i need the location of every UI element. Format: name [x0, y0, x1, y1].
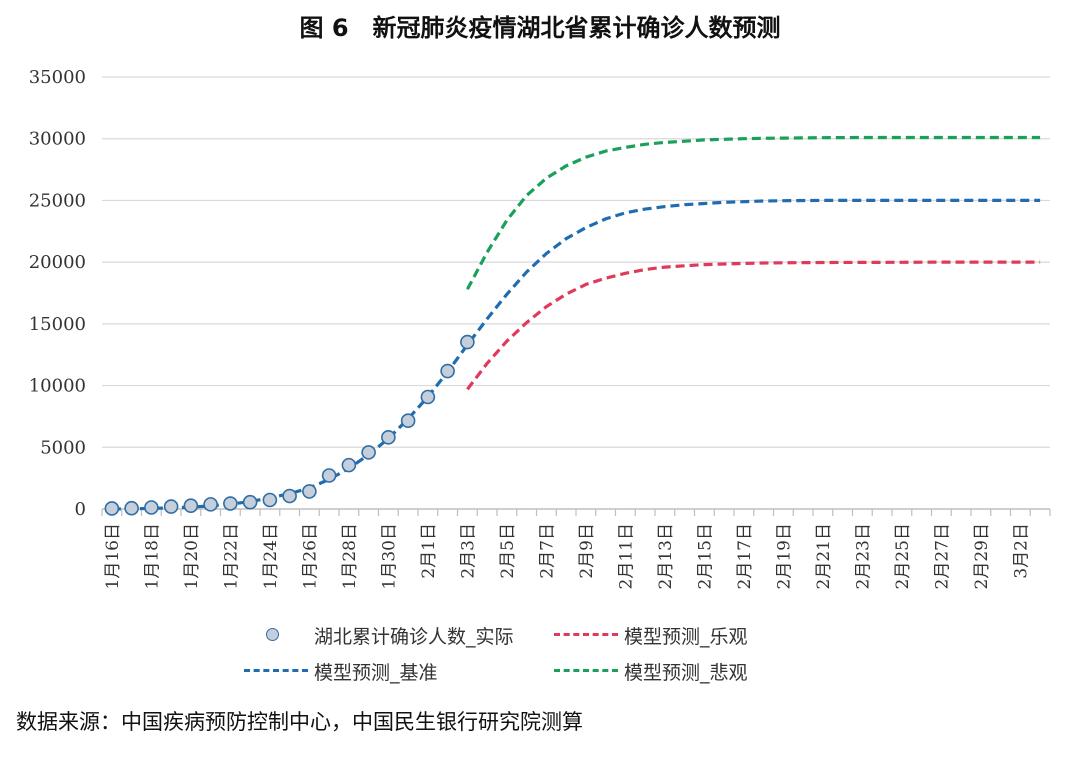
chart-plot: 0 5000 10000 15000 20000 25000 30000 35000 1月16… [29, 67, 1051, 589]
y-tick-label: 0 [75, 499, 86, 520]
series-line-3 [465, 135, 1041, 291]
legend-item-actual: 湖北累计确诊人数_实际 [240, 618, 514, 652]
x-tick-label: 2月21日 [814, 523, 834, 589]
x-tick-label: 1月18日 [142, 523, 162, 589]
series-line-1 [466, 260, 1041, 391]
y-tick-label: 25000 [29, 190, 86, 211]
data-point [420, 389, 436, 405]
x-tick-label: 2月19日 [774, 523, 794, 589]
legend-label-optimistic: 模型预测_乐观 [624, 625, 748, 648]
y-tick-label: 10000 [29, 376, 86, 397]
data-point [242, 494, 258, 510]
x-tick-label: 2月9日 [577, 523, 597, 579]
data-point [341, 457, 357, 473]
data-point [144, 500, 159, 515]
data-point [183, 498, 199, 513]
data-point [440, 363, 455, 379]
x-tick-label: 2月17日 [735, 523, 755, 589]
y-axis: 0 5000 10000 15000 20000 25000 30000 35000 [29, 67, 86, 520]
data-point [282, 488, 297, 504]
x-axis: 1月16日 1月18日 1月20日 1月22日 1月24日 1月26日 1月28日 1月30日… [101, 508, 1051, 589]
legend: 湖北累计确诊人数_实际 模型预测_乐观 模型预测_基准 模型预测_悲观 [240, 618, 840, 688]
y-tick-label: 30000 [29, 129, 86, 150]
data-point [223, 496, 238, 511]
legend-item-baseline: 模型预测_基准 [240, 654, 438, 688]
x-tick-label: 3月2日 [1011, 523, 1031, 579]
data-point [262, 492, 278, 508]
data-point [124, 500, 139, 516]
y-tick-label: 35000 [29, 67, 86, 88]
data-point [321, 468, 337, 483]
data-point [460, 334, 475, 350]
legend-item-optimistic: 模型预测_乐观 [550, 618, 748, 652]
x-tick-label: 2月1日 [419, 523, 439, 579]
legend-label-baseline: 模型预测_基准 [314, 661, 438, 684]
data-point [361, 445, 376, 460]
data-point [203, 497, 218, 512]
data-point [163, 499, 179, 514]
x-tick-label: 2月29日 [972, 523, 992, 589]
y-tick-label: 15000 [29, 314, 86, 335]
legend-label-pessimistic: 模型预测_悲观 [624, 661, 748, 684]
x-tick-label: 2月11日 [616, 523, 636, 589]
series-group [104, 135, 1041, 516]
data-point [104, 501, 120, 516]
legend-marker-actual [240, 625, 312, 645]
legend-line-pessimistic [550, 661, 622, 681]
chart-title: 图 6 新冠肺炎疫情湖北省累计确诊人数预测 [299, 14, 781, 42]
x-tick-label: 1月28日 [340, 523, 360, 589]
x-tick-label: 1月16日 [103, 523, 123, 589]
x-tick-label: 1月20日 [182, 523, 202, 589]
x-tick-label: 2月23日 [853, 523, 873, 589]
data-point [302, 484, 317, 499]
legend-label-actual: 湖北累计确诊人数_实际 [314, 625, 514, 648]
x-tick-label: 2月15日 [695, 523, 715, 589]
x-tick-label: 2月5日 [498, 523, 518, 579]
x-tick-label: 1月30日 [379, 523, 399, 589]
legend-line-optimistic [550, 625, 622, 645]
y-tick-label: 20000 [29, 252, 86, 273]
x-tick-label: 1月26日 [300, 523, 320, 589]
legend-line-baseline [240, 661, 312, 681]
data-point [400, 413, 416, 429]
x-tick-label: 2月13日 [656, 523, 676, 589]
x-tick-label: 2月7日 [537, 523, 557, 579]
data-point [381, 430, 396, 445]
y-tick-label: 5000 [40, 437, 86, 458]
data-source-note: 数据来源：中国疾病预防控制中心，中国民生银行研究院测算 [16, 710, 583, 734]
x-tick-label: 2月3日 [458, 523, 478, 579]
legend-item-pessimistic: 模型预测_悲观 [550, 654, 748, 688]
series-line-2 [111, 198, 1041, 511]
x-tick-label: 2月25日 [893, 523, 913, 589]
x-tick-label: 1月22日 [221, 523, 241, 589]
x-tick-label: 2月27日 [932, 523, 952, 589]
x-tick-label: 1月24日 [261, 523, 281, 589]
